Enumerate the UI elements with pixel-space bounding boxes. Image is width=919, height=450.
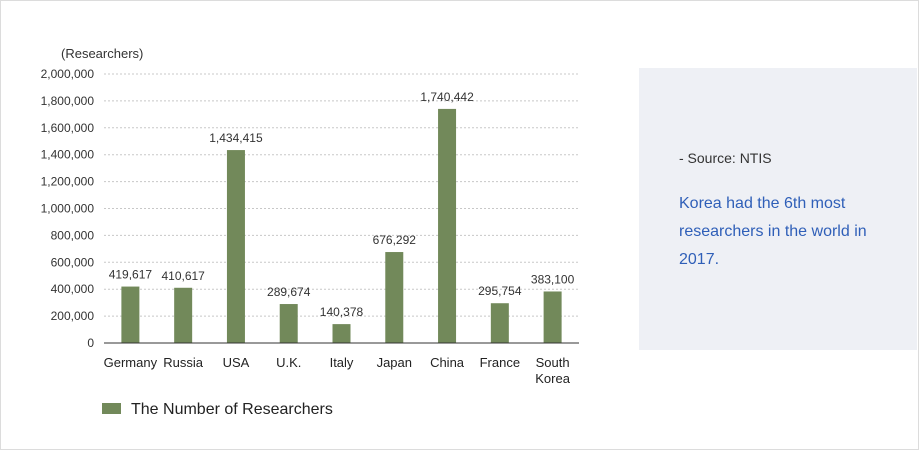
y-tick-label: 1,800,000 bbox=[41, 94, 95, 108]
x-tick-label: Japan bbox=[377, 355, 412, 370]
bar-data-label: 1,740,442 bbox=[420, 90, 474, 104]
y-axis-unit-label: (Researchers) bbox=[61, 46, 143, 61]
bars bbox=[121, 108, 562, 343]
x-axis-tick-labels: Germany Russia USA U.K. Italy Japan China Franc… bbox=[104, 355, 571, 386]
gridlines bbox=[104, 73, 579, 317]
y-tick-label: 1,400,000 bbox=[41, 148, 95, 162]
source-note: - Source: NTIS bbox=[679, 150, 772, 166]
bar bbox=[543, 291, 562, 343]
y-tick-label: 2,000,000 bbox=[41, 67, 95, 81]
x-tick-label: Korea bbox=[535, 371, 570, 386]
bar bbox=[226, 150, 245, 343]
bar-data-label: 383,100 bbox=[531, 272, 575, 286]
y-tick-label: 1,600,000 bbox=[41, 121, 95, 135]
bar-data-label: 410,617 bbox=[161, 269, 205, 283]
y-tick-label: 200,000 bbox=[51, 309, 95, 323]
bar bbox=[332, 324, 351, 343]
y-axis-tick-labels: 0 200,000 400,000 600,000 800,000 1,000,000 1,… bbox=[41, 67, 95, 350]
x-tick-label: U.K. bbox=[276, 355, 301, 370]
x-tick-label: Germany bbox=[104, 355, 158, 370]
bar bbox=[490, 303, 509, 343]
bar bbox=[438, 108, 457, 343]
y-tick-label: 400,000 bbox=[51, 282, 95, 296]
bar bbox=[121, 286, 140, 343]
y-tick-label: 600,000 bbox=[51, 255, 95, 269]
legend-swatch bbox=[102, 403, 121, 414]
bar-data-label: 676,292 bbox=[373, 233, 417, 247]
y-tick-label: 1,000,000 bbox=[41, 202, 95, 216]
x-tick-label: South bbox=[536, 355, 570, 370]
side-note-panel: - Source: NTIS Korea had the 6th most re… bbox=[639, 68, 917, 350]
y-tick-label: 800,000 bbox=[51, 228, 95, 242]
bar bbox=[174, 287, 193, 343]
highlight-note: Korea had the 6th most researchers in th… bbox=[679, 195, 867, 268]
bar-data-labels: 419,617 410,617 1,434,415 289,674 140,378 676… bbox=[109, 90, 575, 319]
bar-data-label: 140,378 bbox=[320, 305, 364, 319]
bar-chart: (Researchers) 0 200,000 400,000 600,000 800,… bbox=[41, 46, 579, 418]
y-tick-label: 0 bbox=[87, 336, 94, 350]
bar-data-label: 289,674 bbox=[267, 285, 311, 299]
y-tick-label: 1,200,000 bbox=[41, 175, 95, 189]
x-tick-label: China bbox=[430, 355, 465, 370]
x-tick-label: Russia bbox=[163, 355, 204, 370]
bar-data-label: 1,434,415 bbox=[209, 131, 263, 145]
legend-label: The Number of Researchers bbox=[131, 401, 333, 418]
bar bbox=[385, 252, 404, 343]
bar-data-label: 295,754 bbox=[478, 284, 522, 298]
x-tick-label: Italy bbox=[330, 355, 354, 370]
bar bbox=[279, 304, 298, 343]
x-tick-label: USA bbox=[223, 355, 250, 370]
legend: The Number of Researchers bbox=[102, 401, 333, 418]
bar-data-label: 419,617 bbox=[109, 268, 153, 282]
x-tick-label: France bbox=[480, 355, 520, 370]
